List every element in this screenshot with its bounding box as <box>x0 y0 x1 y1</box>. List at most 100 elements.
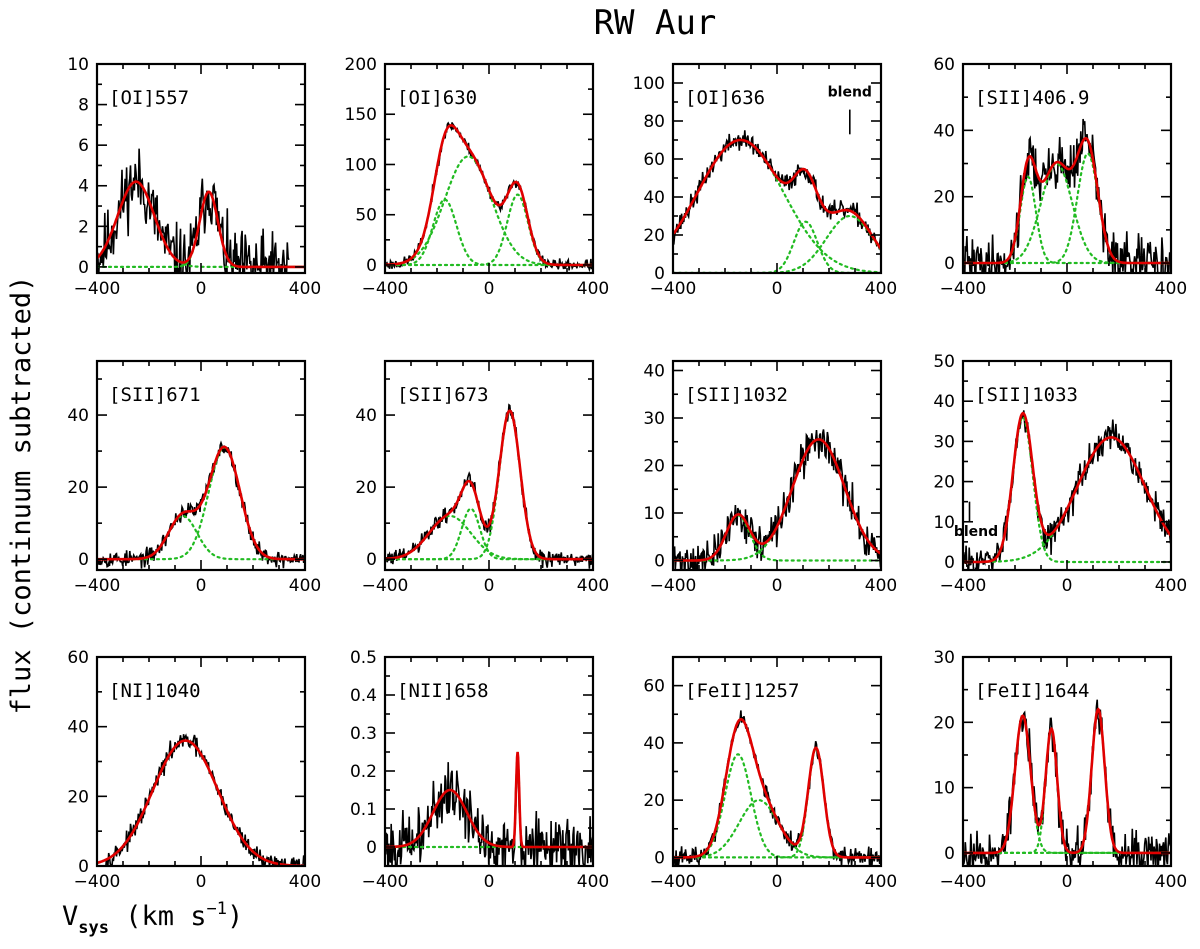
x-tick-label: −400 <box>650 576 697 596</box>
y-tick-label: 0.2 <box>350 762 377 782</box>
y-tick-label: 30 <box>933 432 955 452</box>
x-tick-label: 400 <box>1155 279 1187 299</box>
x-tick-label: 0 <box>484 279 495 299</box>
x-tick-label: −400 <box>74 279 121 299</box>
y-tick-label: 0 <box>78 258 89 278</box>
x-tick-label: 400 <box>865 576 897 596</box>
y-axis-label: flux (continuum subtracted) <box>6 276 37 715</box>
total-fit <box>385 751 593 849</box>
panel-4: −400 0 400 0 20 40 [SII]671 <box>67 359 321 596</box>
y-tick-label: 0 <box>654 848 665 868</box>
y-tick-label: 0.4 <box>350 686 377 706</box>
x-tick-label: −400 <box>650 279 697 299</box>
x-tick-label: 0 <box>1062 576 1073 596</box>
y-tick-label: 200 <box>345 55 377 75</box>
total-fit <box>963 136 1171 265</box>
y-tick-label: 20 <box>933 188 955 208</box>
y-tick-label: 0 <box>654 552 665 572</box>
y-tick-label: 0 <box>78 857 89 877</box>
y-tick-label: 0 <box>366 550 377 570</box>
plot-area <box>673 429 881 570</box>
panel-9: −400 0 400 0 0.1 0.2 0.3 0.4 0.5 [NII]658 <box>350 648 609 892</box>
line-label: [OI]630 <box>397 87 477 109</box>
y-tick-label: 60 <box>643 677 665 697</box>
line-label: [NII]658 <box>397 680 489 702</box>
y-tick-label: 0 <box>654 264 665 284</box>
total-fit <box>385 409 593 561</box>
line-label: [SII]1033 <box>975 384 1078 406</box>
y-tick-label: 100 <box>345 155 377 175</box>
x-tick-label: 0 <box>196 576 207 596</box>
x-axis-label-units: (km s <box>109 901 207 932</box>
x-tick-label: 0 <box>772 872 783 892</box>
x-tick-label: 0 <box>772 279 783 299</box>
line-label: [SII]406.9 <box>975 87 1089 109</box>
total-fit <box>963 707 1171 855</box>
x-tick-label: −400 <box>940 872 987 892</box>
line-label: [SII]671 <box>109 384 201 406</box>
gaussian-component-0 <box>673 514 881 562</box>
y-tick-label: 30 <box>643 409 665 429</box>
x-tick-label: −400 <box>74 576 121 596</box>
x-tick-label: 400 <box>577 576 609 596</box>
line-label: [FeII]1644 <box>975 680 1089 702</box>
panel-10: −400 0 400 0 20 40 60 [FeII]1257 <box>643 655 897 892</box>
y-tick-label: 10 <box>67 55 89 75</box>
y-tick-label: 20 <box>643 457 665 477</box>
x-axis-label: Vsys (km s−1) <box>62 899 243 938</box>
x-tick-label: −400 <box>940 279 987 299</box>
gaussian-component-2 <box>673 747 881 859</box>
y-tick-label: 0 <box>944 553 955 573</box>
y-tick-label: 20 <box>67 787 89 807</box>
x-tick-label: −400 <box>362 576 409 596</box>
panel-11: −400 0 400 0 10 20 30 [FeII]1644 <box>933 648 1187 892</box>
gaussian-component-1 <box>385 507 593 561</box>
y-tick-label: 40 <box>643 188 665 208</box>
gaussian-component-0 <box>963 416 1171 564</box>
plot-area <box>673 710 881 866</box>
x-tick-label: 0 <box>484 576 495 596</box>
gaussian-component-0 <box>673 753 881 859</box>
y-tick-label: 10 <box>933 513 955 533</box>
y-tick-label: 40 <box>67 718 89 738</box>
x-axis-label-close: ) <box>227 901 243 932</box>
x-tick-label: 0 <box>1062 279 1073 299</box>
x-tick-label: 400 <box>865 279 897 299</box>
x-tick-label: −400 <box>650 872 697 892</box>
y-tick-label: 40 <box>933 392 955 412</box>
gaussian-component-1 <box>385 751 593 849</box>
plot-area <box>385 121 593 273</box>
y-tick-label: 10 <box>643 504 665 524</box>
total-fit <box>673 718 881 859</box>
y-tick-label: 60 <box>67 648 89 668</box>
y-tick-label: 50 <box>933 352 955 372</box>
gaussian-component-0 <box>385 198 593 267</box>
y-tick-label: 40 <box>643 362 665 382</box>
y-tick-label: 60 <box>643 150 665 170</box>
observed-spectrum <box>385 121 593 273</box>
y-tick-label: 0.1 <box>350 800 377 820</box>
gaussian-component-2 <box>963 707 1171 854</box>
x-tick-label: 400 <box>577 279 609 299</box>
observed-spectrum <box>963 410 1171 570</box>
y-tick-label: 20 <box>643 791 665 811</box>
panel-7: −400 0 400 0 10 20 30 40 50 [SII]1033 blend <box>933 352 1187 596</box>
line-label: [OI]636 <box>685 87 765 109</box>
y-tick-label: 20 <box>355 478 377 498</box>
x-tick-label: −400 <box>362 279 409 299</box>
y-tick-label: 10 <box>933 779 955 799</box>
y-tick-label: 20 <box>643 226 665 246</box>
total-fit <box>963 411 1171 564</box>
x-tick-label: −400 <box>940 576 987 596</box>
plot-area <box>963 118 1171 273</box>
total-fit <box>97 445 305 561</box>
x-tick-label: 0 <box>196 279 207 299</box>
total-fit <box>385 124 593 267</box>
observed-spectrum <box>97 148 290 273</box>
line-label: [NI]1040 <box>109 680 201 702</box>
y-tick-label: 100 <box>633 74 665 94</box>
